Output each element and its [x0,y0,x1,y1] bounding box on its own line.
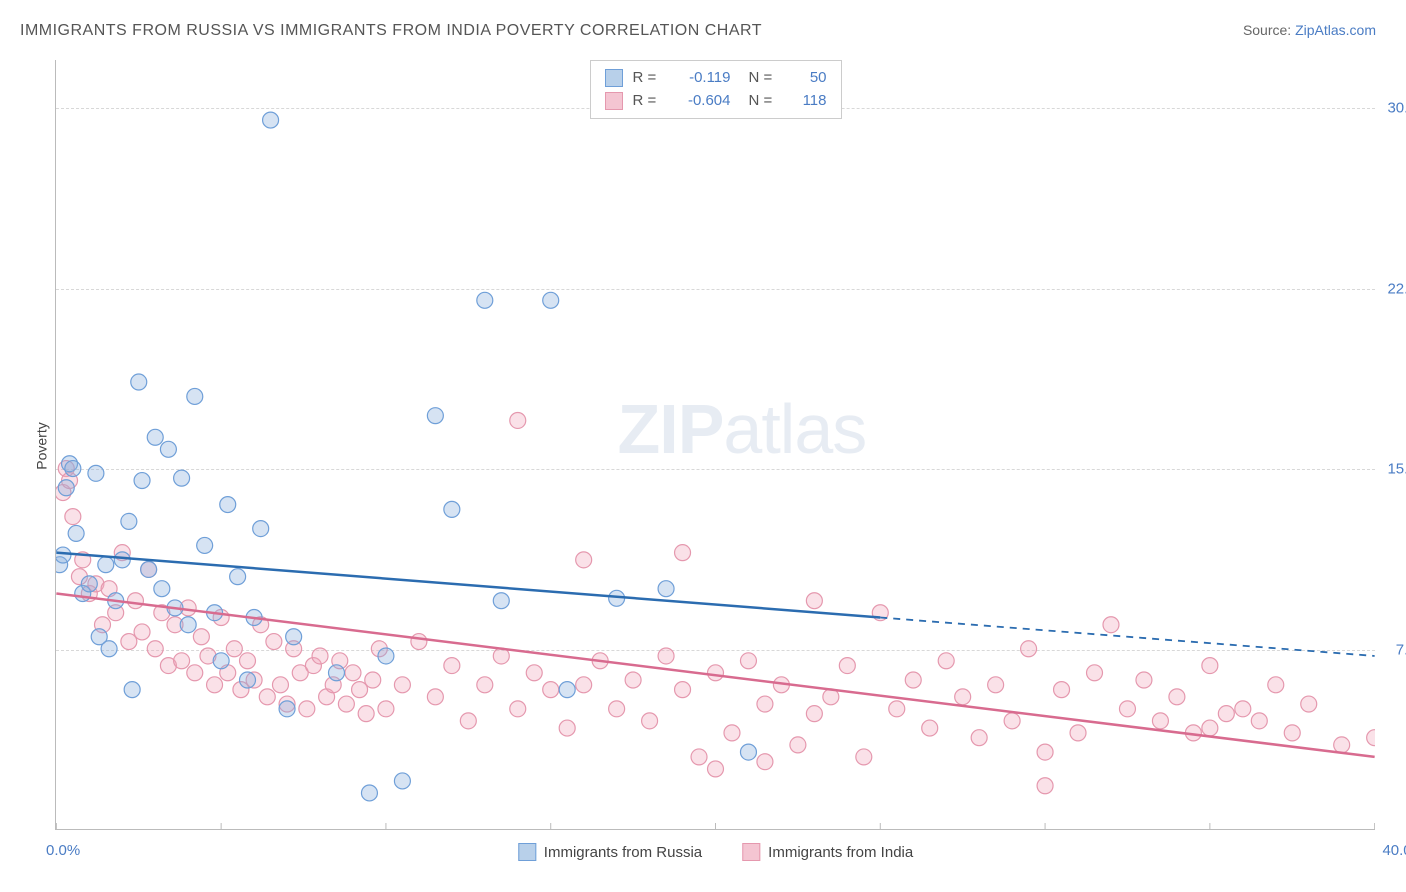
stats-legend: R = -0.119 N = 50 R = -0.604 N = 118 [590,60,842,119]
r-value-russia: -0.119 [671,67,731,90]
source-label: Source: [1243,22,1295,38]
n-value-india: 118 [787,90,827,113]
r-value-india: -0.604 [671,90,731,113]
r-label: R = [633,67,661,90]
chart-title: IMMIGRANTS FROM RUSSIA VS IMMIGRANTS FRO… [20,22,762,40]
swatch-russia [518,843,536,861]
x-tick-max: 40.0% [1382,842,1406,859]
y-axis-label: Poverty [34,422,50,469]
y-tick-label: 15.0% [1380,461,1406,478]
swatch-russia [605,69,623,87]
series-legend: Immigrants from Russia Immigrants from I… [518,843,913,861]
r-label: R = [633,90,661,113]
legend-label-india: Immigrants from India [768,844,913,861]
stats-row-russia: R = -0.119 N = 50 [605,67,827,90]
n-label: N = [749,67,777,90]
plot-area: ZIPatlas R = -0.119 N = 50 R = -0.604 N … [55,60,1375,830]
n-label: N = [749,90,777,113]
x-tick-min: 0.0% [46,842,80,859]
source-link[interactable]: ZipAtlas.com [1295,22,1376,38]
y-tick-label: 30.0% [1380,100,1406,117]
chart-container: IMMIGRANTS FROM RUSSIA VS IMMIGRANTS FRO… [0,0,1406,892]
source-attribution: Source: ZipAtlas.com [1243,22,1376,38]
y-tick-label: 22.5% [1380,280,1406,297]
legend-label-russia: Immigrants from Russia [544,844,702,861]
swatch-india [742,843,760,861]
legend-item-russia: Immigrants from Russia [518,843,702,861]
y-tick-label: 7.5% [1380,641,1406,658]
n-value-russia: 50 [787,67,827,90]
scatter-svg [56,60,1375,829]
legend-item-india: Immigrants from India [742,843,913,861]
stats-row-india: R = -0.604 N = 118 [605,90,827,113]
swatch-india [605,92,623,110]
